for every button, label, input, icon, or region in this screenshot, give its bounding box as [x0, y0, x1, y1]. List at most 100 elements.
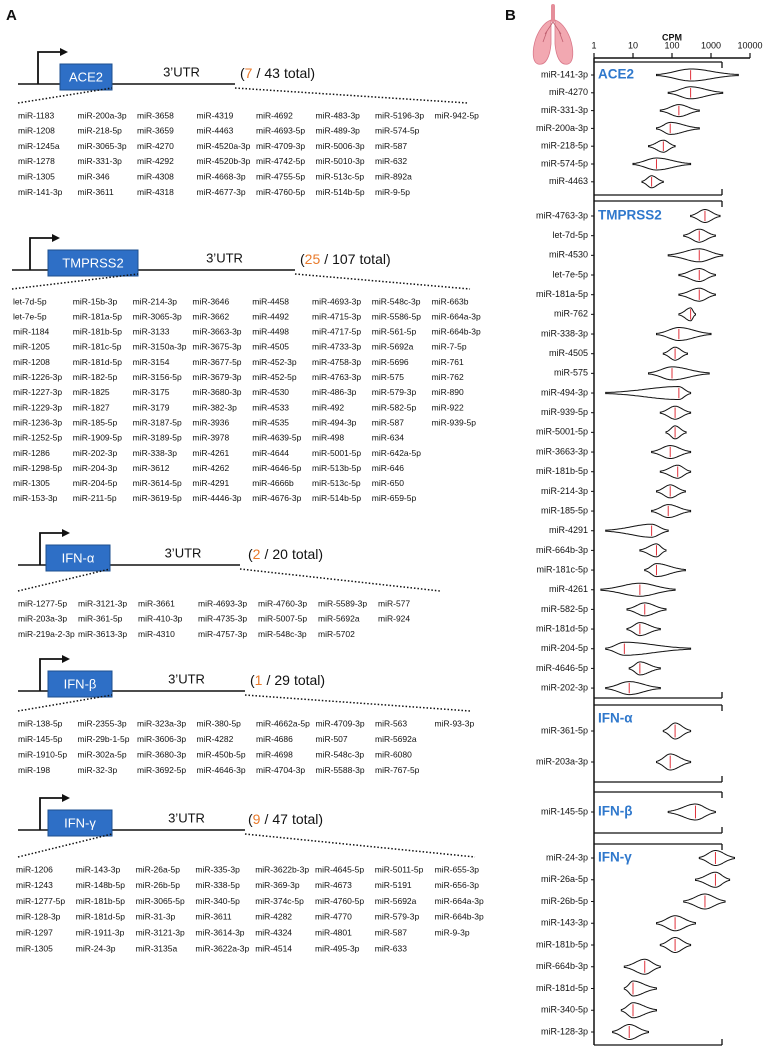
mirna: miR-4270 [137, 141, 174, 151]
count-open: ( [248, 546, 253, 562]
gene-name: ACE2 [69, 69, 103, 84]
mirna: miR-24-3p [76, 943, 116, 953]
mirna: miR-4291 [192, 478, 229, 488]
violin [623, 980, 657, 997]
mirna: miR-4760-3p [258, 598, 307, 608]
mirna: miR-575 [372, 372, 404, 382]
mirna: miR-1277-5p [18, 598, 67, 608]
mirna: miR-486-3p [312, 387, 357, 397]
count-label: (2/20 total) [248, 546, 323, 562]
mirna: miR-3622a-3p [195, 943, 249, 953]
mirna-label: miR-181c-5p [536, 564, 588, 574]
mirna: miR-3606-3p [137, 734, 186, 744]
group-label: IFN-α [598, 711, 633, 726]
mirna: miR-3065-3p [78, 141, 127, 151]
count-close: total) [284, 65, 315, 81]
mirna: miR-3978 [192, 433, 229, 443]
mirna: miR-574-5p [375, 126, 420, 136]
mirna: miR-634 [372, 433, 404, 443]
mirna-label: miR-494-3p [541, 387, 588, 397]
mirna: miR-4282 [255, 912, 292, 922]
count-total: 107 [332, 251, 356, 267]
mirna: miR-3675-3p [192, 342, 241, 352]
mirna: miR-26a-5p [136, 864, 181, 874]
mirna: miR-1286 [13, 448, 50, 458]
mirna: miR-4704-3p [256, 765, 305, 775]
mirna: miR-3680-3p [192, 387, 241, 397]
mirna: miR-2355-3p [78, 718, 127, 728]
violin [683, 893, 726, 910]
violin [667, 803, 716, 821]
mirna: miR-1297 [16, 927, 53, 937]
mirna-label: miR-181b-5p [536, 939, 588, 949]
mirna: miR-4492 [252, 311, 289, 321]
violin [644, 563, 686, 578]
mirna: miR-924 [378, 614, 410, 624]
mirna: miR-3156-5p [133, 372, 182, 382]
mirna: miR-4717-5p [312, 327, 361, 337]
mirna-label: miR-4763-3p [536, 210, 588, 220]
panel-label: A [6, 7, 17, 24]
mirna-label: miR-3663-3p [536, 446, 588, 456]
mirna: miR-633 [375, 943, 407, 953]
lung-left [532, 19, 552, 65]
gene-box [47, 809, 113, 837]
mirna: miR-1910-5p [18, 749, 67, 759]
count-close: total) [294, 672, 325, 688]
mirna: miR-1227-3p [13, 387, 62, 397]
mirna: miR-4735-3p [198, 614, 247, 624]
mirna: miR-4530 [252, 387, 289, 397]
mirna: miR-323a-3p [137, 718, 186, 728]
mirna: miR-128-3p [16, 912, 61, 922]
violin [678, 287, 716, 302]
count-close: total) [360, 251, 391, 267]
mirna: miR-382-3p [192, 402, 237, 412]
violin [656, 121, 700, 135]
promoter-arrow [39, 797, 64, 830]
mirna: miR-642a-5p [372, 448, 421, 458]
mirna: miR-489-3p [316, 126, 361, 136]
utr-label: 3’UTR [165, 545, 202, 560]
mirna: miR-4733-3p [312, 342, 361, 352]
utr-label: 3’UTR [168, 671, 205, 686]
violin [667, 248, 724, 263]
count-open: ( [240, 65, 245, 81]
mirna-label: miR-4291 [549, 525, 588, 535]
mirna: miR-374c-5p [255, 896, 304, 906]
mirna: miR-1909-5p [73, 433, 122, 443]
x-tick-label: 1000 [701, 40, 721, 50]
mirna-label: let-7e-5p [552, 269, 588, 279]
mirna: miR-548c-3p [372, 296, 421, 306]
mirna-label: miR-939-5p [541, 407, 588, 417]
mirna: miR-380-5p [197, 718, 242, 728]
mirna: miR-1184 [13, 327, 49, 337]
x-axis-label: CPM [662, 32, 682, 42]
mirna-label: miR-664b-3p [536, 545, 588, 555]
mirna: miR-4514 [255, 943, 292, 953]
mirna: miR-338-3p [133, 448, 178, 458]
mirna: miR-4758-3p [312, 357, 361, 367]
arrow-head [62, 794, 70, 802]
count-label: (25/107 total) [300, 251, 391, 267]
violin [656, 68, 739, 82]
count-sep: / [266, 672, 270, 688]
violin [626, 602, 667, 617]
mirna-label: miR-181d-5p [536, 623, 588, 633]
mirna: miR-587 [375, 927, 407, 937]
mirna-label: miR-4530 [549, 250, 588, 260]
mirna: miR-3614-3p [195, 927, 244, 937]
mirna: miR-3189-5p [133, 433, 182, 443]
mirna: miR-632 [375, 156, 407, 166]
mirna: miR-1208 [18, 126, 55, 136]
violin [698, 850, 735, 866]
mirna: miR-4262 [192, 463, 229, 473]
mirna: miR-218-5p [78, 126, 123, 136]
trachea [551, 4, 555, 22]
promoter-arrow [37, 51, 62, 84]
mirna-label: miR-4505 [549, 348, 588, 358]
mirna: miR-4693-3p [198, 598, 247, 608]
expand-line [234, 87, 469, 104]
mirna-label: miR-214-3p [541, 486, 588, 496]
violin [628, 661, 661, 676]
mirna: miR-1911-3p [76, 927, 125, 937]
